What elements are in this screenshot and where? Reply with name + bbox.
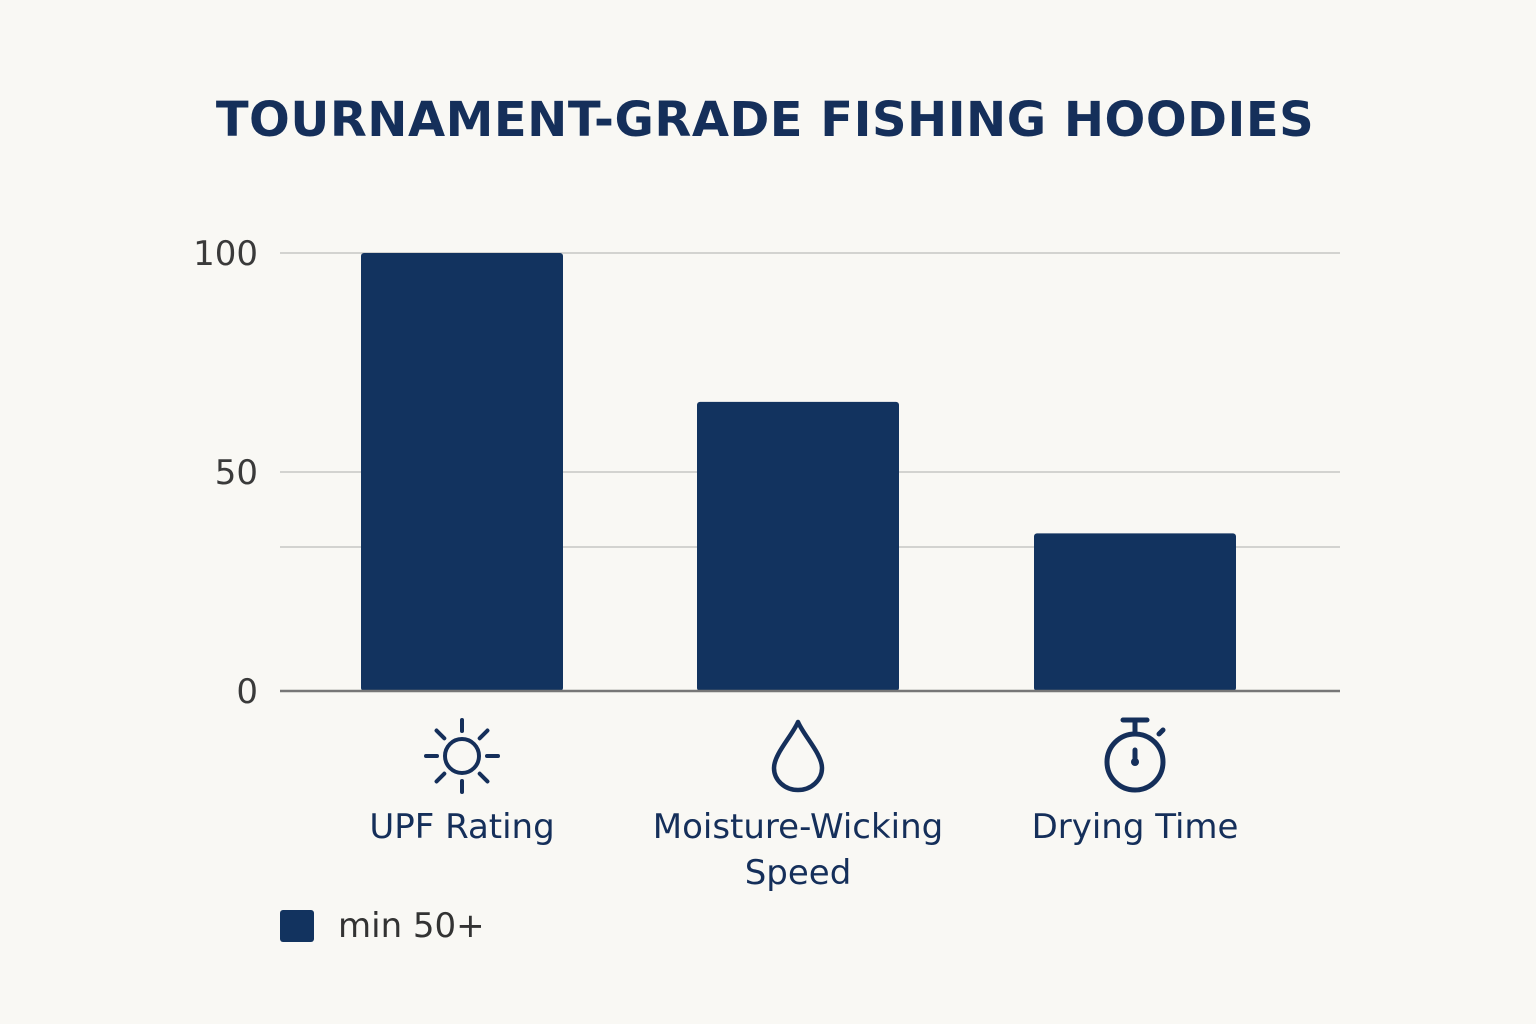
category-label: Speed <box>745 853 852 893</box>
y-tick-label: 50 <box>215 453 258 493</box>
sun-icon <box>424 718 500 794</box>
category-label: UPF Rating <box>369 807 554 847</box>
chart-title: TOURNAMENT-GRADE FISHING HOODIES <box>215 92 1315 148</box>
stopwatch-icon <box>1104 717 1166 793</box>
bar <box>1034 533 1236 691</box>
y-tick-label: 0 <box>236 672 258 712</box>
bars <box>361 253 1236 691</box>
bar <box>697 401 899 691</box>
y-tick-label: 100 <box>193 234 258 274</box>
category-label: Drying Time <box>1032 807 1239 847</box>
water-drop-icon <box>771 719 825 793</box>
x-axis-categories: UPF Rating Moisture-Wicking Speed Drying Ti… <box>369 717 1239 893</box>
legend-label: min 50+ <box>338 906 485 946</box>
legend: min 50+ <box>280 906 485 946</box>
y-axis-ticks: 0 50 100 <box>193 234 258 712</box>
legend-swatch <box>280 910 314 942</box>
category-label: Moisture-Wicking <box>653 807 944 847</box>
bar <box>361 253 563 691</box>
